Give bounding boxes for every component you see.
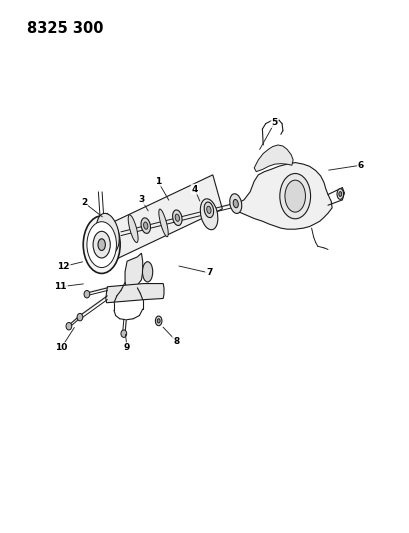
Ellipse shape xyxy=(200,199,217,230)
Ellipse shape xyxy=(143,222,148,229)
Ellipse shape xyxy=(155,316,162,326)
Ellipse shape xyxy=(83,216,120,273)
Text: 11: 11 xyxy=(54,282,67,291)
Text: 5: 5 xyxy=(271,118,277,127)
Ellipse shape xyxy=(229,194,241,213)
Text: 10: 10 xyxy=(55,343,67,352)
Polygon shape xyxy=(106,284,164,303)
Ellipse shape xyxy=(84,290,90,298)
Text: 2: 2 xyxy=(81,198,87,207)
Text: 8325 300: 8325 300 xyxy=(27,21,103,36)
Ellipse shape xyxy=(121,330,126,337)
Ellipse shape xyxy=(128,215,138,243)
Ellipse shape xyxy=(172,210,182,225)
Ellipse shape xyxy=(204,202,213,217)
Polygon shape xyxy=(254,145,292,172)
Ellipse shape xyxy=(87,222,116,268)
Ellipse shape xyxy=(66,322,72,330)
Polygon shape xyxy=(125,253,142,288)
Text: 9: 9 xyxy=(124,343,130,352)
Text: 1: 1 xyxy=(154,177,161,185)
Polygon shape xyxy=(233,163,331,229)
Ellipse shape xyxy=(141,218,150,233)
Ellipse shape xyxy=(96,213,119,254)
Ellipse shape xyxy=(175,214,179,221)
Ellipse shape xyxy=(77,313,83,321)
Ellipse shape xyxy=(157,319,160,323)
Ellipse shape xyxy=(206,206,211,213)
Text: 7: 7 xyxy=(205,269,212,277)
Ellipse shape xyxy=(338,191,341,197)
Ellipse shape xyxy=(284,180,305,212)
Ellipse shape xyxy=(279,174,310,219)
Ellipse shape xyxy=(233,199,238,208)
Text: 3: 3 xyxy=(138,196,144,204)
Ellipse shape xyxy=(93,231,110,258)
Polygon shape xyxy=(93,175,222,265)
Text: 6: 6 xyxy=(357,161,363,169)
Text: 12: 12 xyxy=(57,262,70,271)
Ellipse shape xyxy=(98,239,105,251)
Ellipse shape xyxy=(158,209,168,237)
Text: 8: 8 xyxy=(173,337,179,345)
Text: 4: 4 xyxy=(191,185,198,193)
Ellipse shape xyxy=(336,189,343,199)
Ellipse shape xyxy=(142,262,152,282)
